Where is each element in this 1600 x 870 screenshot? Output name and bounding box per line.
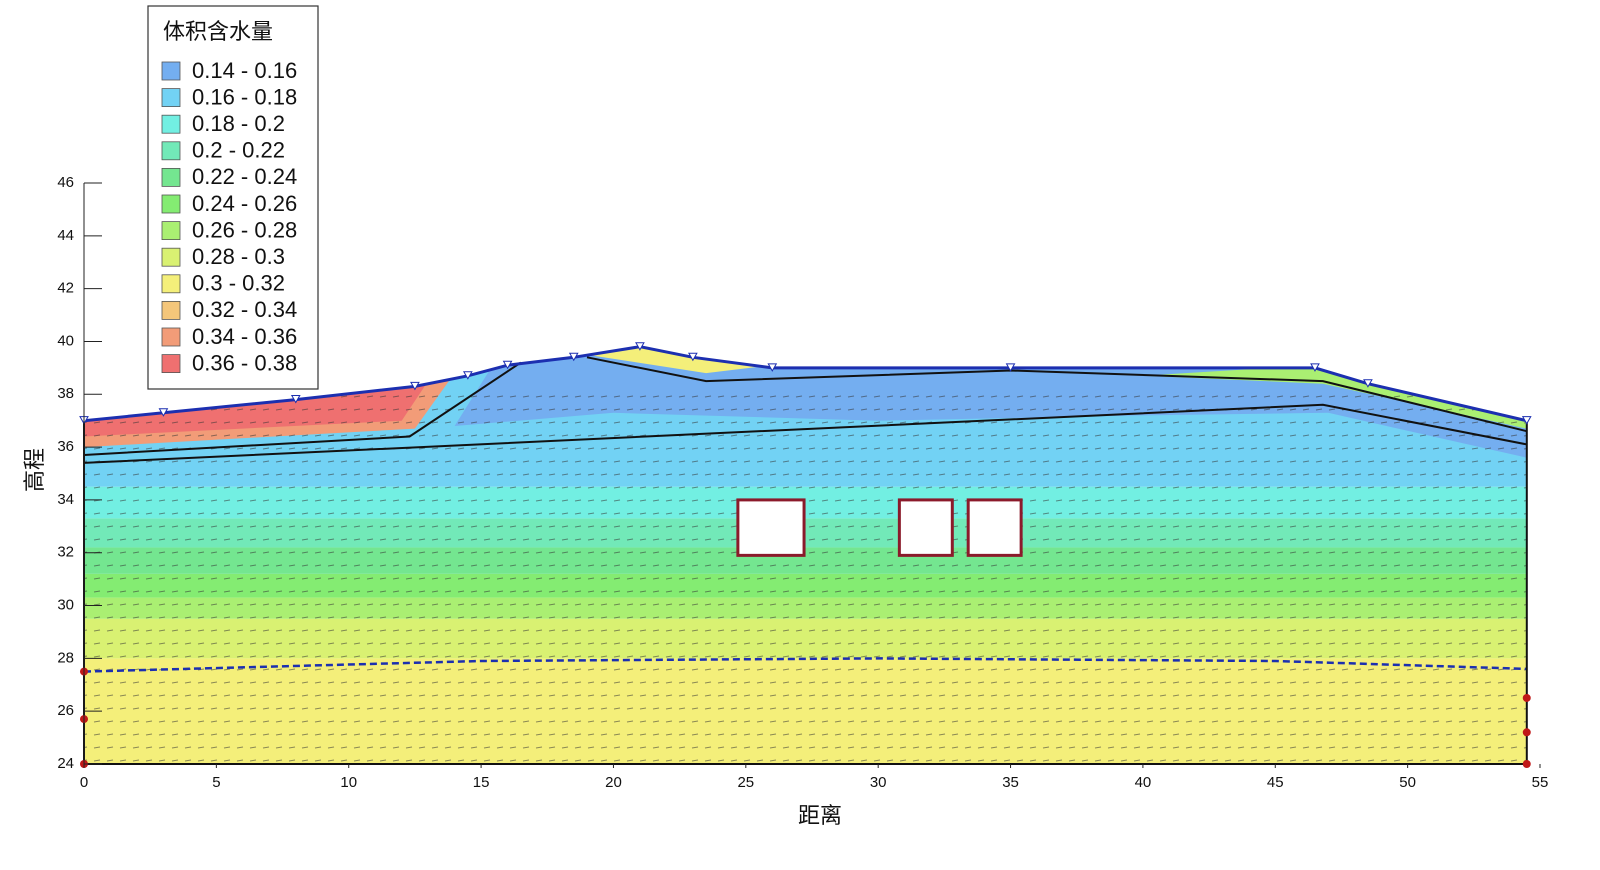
- y-axis-label: 高程: [22, 448, 47, 492]
- y-tick-label: 30: [57, 597, 74, 614]
- legend-swatch: [161, 61, 181, 81]
- legend-swatch: [161, 194, 181, 214]
- boundary-marker: [767, 363, 778, 372]
- legend-label: 0.36 - 0.38: [192, 350, 297, 375]
- opening: [897, 498, 954, 557]
- y-tick-label: 26: [57, 702, 74, 719]
- contour-band: [1142, 365, 1527, 429]
- y-tick-label: 24: [57, 755, 74, 772]
- x-tick-label: 55: [1532, 774, 1549, 791]
- legend-label: 0.3 - 0.32: [192, 271, 285, 296]
- legend-label: 0.28 - 0.3: [192, 244, 285, 269]
- legend-swatch: [161, 167, 181, 187]
- legend-swatch: [161, 247, 181, 267]
- legend-label: 0.26 - 0.28: [192, 217, 297, 242]
- y-tick-label: 40: [57, 332, 74, 349]
- boundary-marker: [1005, 363, 1016, 372]
- x-tick-label: 30: [870, 774, 887, 791]
- opening: [736, 498, 806, 557]
- y-tick-label: 36: [57, 438, 74, 455]
- y-tick-label: 38: [57, 385, 74, 402]
- x-tick-label: 40: [1135, 774, 1152, 791]
- boundary-marker: [410, 381, 420, 391]
- legend-title: 体积含水量: [163, 19, 273, 44]
- legend: 体积含水量 0.14 - 0.160.16 - 0.180.18 - 0.20.…: [147, 5, 319, 390]
- boundary-marker: [1310, 363, 1320, 372]
- boundary-node: [1522, 693, 1531, 702]
- ground-surface: [83, 345, 1528, 423]
- boundary-marker: [502, 360, 513, 370]
- boundary-marker: [635, 342, 645, 351]
- y-tick-label: 44: [57, 227, 74, 244]
- material-boundary: [83, 361, 522, 456]
- legend-label: 0.2 - 0.22: [192, 138, 285, 163]
- x-tick-label: 25: [737, 774, 754, 791]
- legend-label: 0.24 - 0.26: [192, 191, 297, 216]
- y-tick-label: 28: [57, 649, 74, 666]
- boundary-node: [1522, 760, 1531, 768]
- legend-swatch: [161, 300, 181, 320]
- y-tick-label: 42: [57, 280, 74, 297]
- legend-swatch: [161, 327, 181, 347]
- legend-label: 0.16 - 0.18: [192, 84, 297, 109]
- boundary-marker: [1363, 379, 1373, 388]
- water-table: [83, 657, 1527, 673]
- x-tick-label: 0: [80, 774, 88, 791]
- contour-band: [587, 346, 773, 374]
- boundary-marker: [688, 352, 698, 362]
- boundary-marker: [290, 395, 301, 404]
- legend-label: 0.34 - 0.36: [192, 324, 297, 349]
- boundary-marker: [462, 371, 473, 380]
- legend-swatch: [161, 354, 181, 374]
- material-boundary: [83, 403, 1527, 464]
- legend-swatch: [161, 274, 181, 294]
- x-tick-label: 50: [1399, 774, 1416, 791]
- boundary-node: [1522, 728, 1531, 737]
- boundary-marker: [568, 352, 579, 362]
- x-tick-label: 45: [1267, 774, 1284, 791]
- y-tick-label: 32: [57, 544, 74, 561]
- x-tick-label: 10: [340, 774, 357, 791]
- legend-swatch: [161, 114, 181, 134]
- boundary-marker: [158, 408, 169, 417]
- y-tick-label: 46: [57, 174, 74, 191]
- opening: [966, 498, 1023, 557]
- legend-swatch: [161, 221, 181, 241]
- legend-swatch: [161, 141, 181, 161]
- flow-vectors: [84, 394, 1527, 764]
- legend-label: 0.14 - 0.16: [192, 58, 297, 83]
- x-tick-label: 35: [1002, 774, 1019, 791]
- y-tick-label: 34: [57, 491, 74, 508]
- boundary-marker: [1521, 416, 1532, 425]
- x-axis-label: 距离: [798, 803, 842, 828]
- legend-label: 0.32 - 0.34: [192, 297, 297, 322]
- x-tick-label: 15: [473, 774, 490, 791]
- legend-swatch: [161, 88, 181, 107]
- legend-label: 0.22 - 0.24: [192, 164, 297, 189]
- legend-label: 0.18 - 0.2: [192, 111, 285, 136]
- x-tick-label: 20: [605, 774, 622, 791]
- x-tick-label: 5: [212, 774, 220, 791]
